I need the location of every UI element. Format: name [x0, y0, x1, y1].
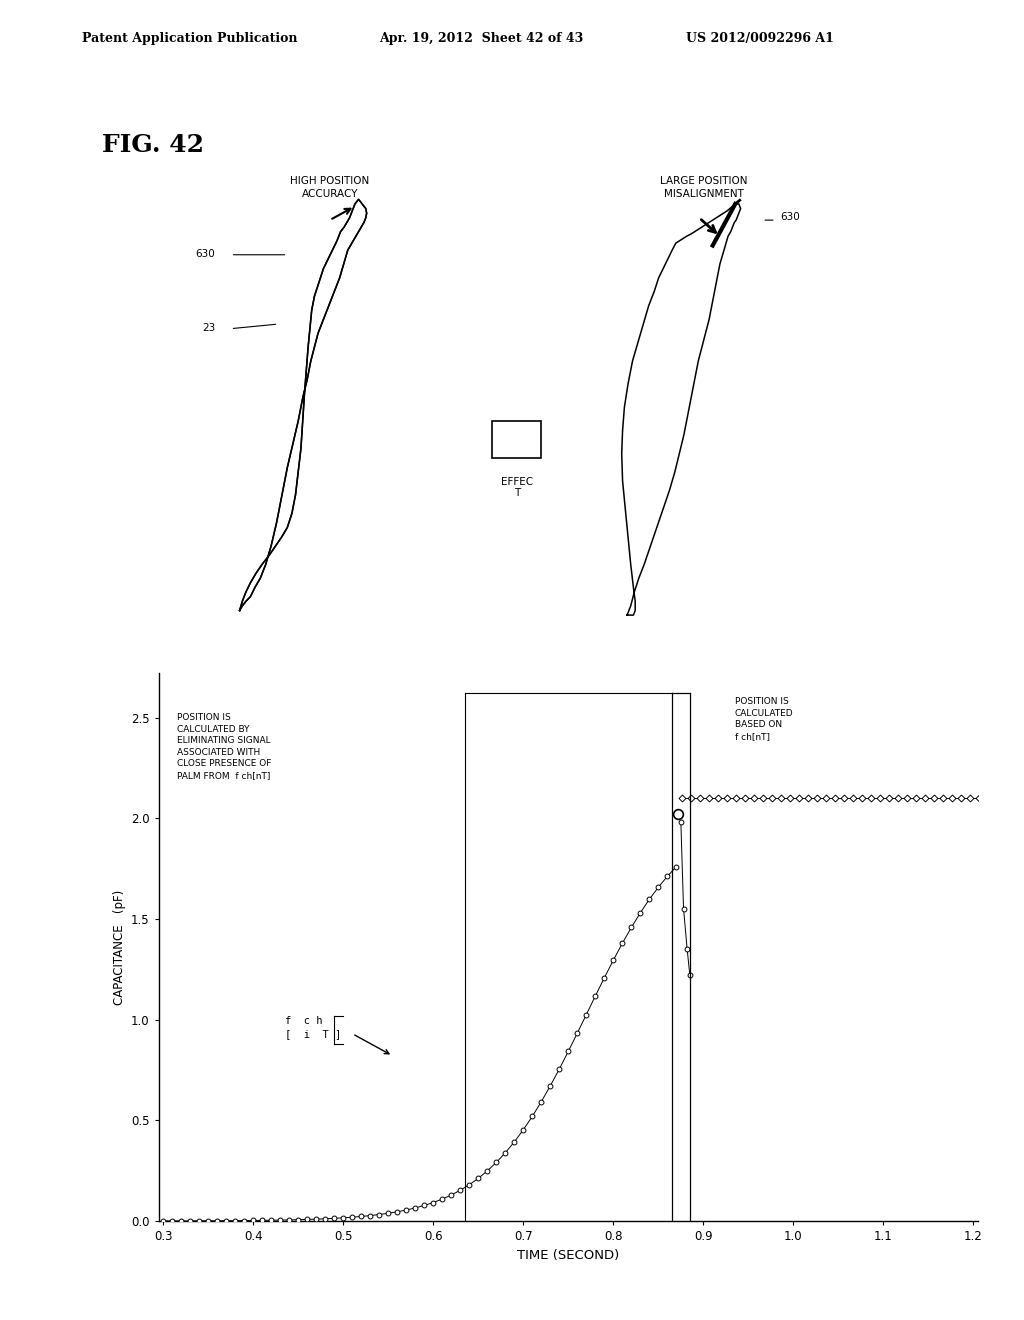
- Text: US 2012/0092296 A1: US 2012/0092296 A1: [686, 32, 834, 45]
- X-axis label: TIME (SECOND): TIME (SECOND): [517, 1249, 620, 1262]
- Text: EFFEC
T: EFFEC T: [501, 477, 532, 498]
- Text: LARGE POSITION
MISALIGNMENT: LARGE POSITION MISALIGNMENT: [659, 176, 748, 198]
- Text: f  c h
[  i  T ]: f c h [ i T ]: [285, 1015, 341, 1039]
- Text: 630: 630: [780, 213, 800, 222]
- Text: FIG. 42: FIG. 42: [102, 133, 205, 157]
- Y-axis label: CAPACITANCE   (pF): CAPACITANCE (pF): [113, 890, 126, 1005]
- Text: 23: 23: [202, 323, 215, 333]
- Text: POSITION IS
CALCULATED BY
ELIMINATING SIGNAL
ASSOCIATED WITH
CLOSE PRESENCE OF
P: POSITION IS CALCULATED BY ELIMINATING SI…: [177, 714, 271, 780]
- Text: Patent Application Publication: Patent Application Publication: [82, 32, 297, 45]
- Text: 630: 630: [196, 249, 215, 259]
- Text: Apr. 19, 2012  Sheet 42 of 43: Apr. 19, 2012 Sheet 42 of 43: [379, 32, 583, 45]
- Bar: [492, 421, 542, 458]
- Text: HIGH POSITION
ACCURACY: HIGH POSITION ACCURACY: [290, 176, 370, 198]
- Text: POSITION IS
CALCULATED
BASED ON
f ch[nT]: POSITION IS CALCULATED BASED ON f ch[nT]: [735, 697, 794, 741]
